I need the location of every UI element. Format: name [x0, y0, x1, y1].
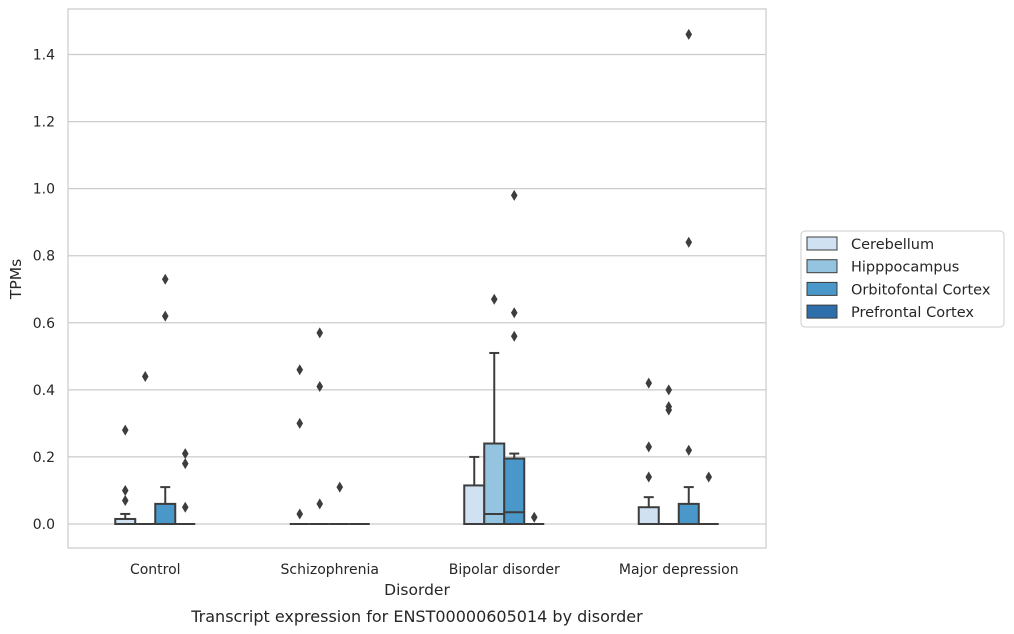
y-tick-label: 0.4 — [33, 383, 55, 399]
outlier-point — [510, 330, 518, 342]
legend-swatch — [806, 281, 838, 296]
outlier-point — [705, 471, 713, 483]
x-tick-labels: Control Schizophrenia Bipolar disorder Majo… — [130, 562, 739, 578]
outlier-point — [530, 511, 538, 523]
legend-swatch — [806, 259, 838, 274]
legend-label: Orbitofontal Cortex — [851, 282, 991, 298]
box-hipppocampus — [483, 293, 506, 525]
y-axis-label: TPMs — [7, 259, 25, 300]
outlier-point — [181, 458, 189, 470]
box-orbitofontal-cortex — [329, 481, 350, 525]
outlier-point — [645, 441, 653, 453]
outlier-point — [141, 370, 149, 382]
outlier-point — [121, 424, 129, 436]
box-cerebellum — [637, 377, 660, 526]
legend: Cerebellum Hipppocampus Orbitofontal Corte… — [800, 230, 1005, 328]
y-tick-label: 0.0 — [33, 517, 55, 533]
x-tick-label: Major depression — [619, 562, 739, 578]
box-body — [503, 457, 526, 525]
plot-frame — [67, 8, 767, 549]
outlier-point — [121, 495, 129, 507]
box-hipppocampus — [658, 384, 679, 525]
box-cerebellum — [463, 455, 486, 525]
outlier-point — [490, 293, 498, 305]
legend-swatch — [806, 236, 838, 251]
y-tick-label: 0.2 — [33, 450, 55, 466]
y-tick-label: 1.0 — [33, 182, 55, 198]
box-orbitofontal-cortex — [503, 189, 526, 525]
outlier-point — [296, 417, 304, 429]
outlier-point — [316, 498, 324, 510]
outlier-point — [685, 28, 693, 40]
y-tick-labels: 0.0 0.2 0.4 0.6 0.8 1.0 1.2 1.4 — [33, 48, 55, 534]
box-cerebellum — [114, 424, 137, 526]
box-prefrontal-cortex — [175, 448, 196, 525]
outlier-point — [645, 377, 653, 389]
box-hipppocampus — [135, 370, 156, 525]
y-tick-label: 1.2 — [33, 115, 55, 131]
legend-label: Prefrontal Cortex — [851, 305, 974, 321]
chart-caption: Transcript expression for ENST0000060501… — [190, 607, 643, 626]
outlier-point — [296, 508, 304, 520]
outlier-point — [181, 448, 189, 460]
box-prefrontal-cortex — [524, 511, 545, 525]
outlier-point — [685, 444, 693, 456]
box-hipppocampus — [309, 327, 330, 525]
outlier-point — [336, 481, 344, 493]
outlier-point — [685, 236, 693, 248]
box-plot-series — [114, 28, 719, 526]
outlier-point — [645, 471, 653, 483]
x-tick-label: Control — [130, 562, 181, 578]
y-tick-label: 1.4 — [33, 48, 55, 64]
legend-swatch — [806, 304, 838, 319]
box-body — [483, 442, 506, 525]
outlier-point — [296, 364, 304, 376]
box-body — [637, 506, 660, 526]
x-tick-label: Bipolar disorder — [449, 562, 560, 578]
outlier-point — [316, 327, 324, 339]
x-tick-label: Schizophrenia — [281, 562, 379, 578]
box-body — [677, 502, 700, 525]
legend-label: Hipppocampus — [851, 260, 959, 276]
box-prefrontal-cortex — [698, 471, 719, 525]
box-orbitofontal-cortex — [677, 28, 700, 525]
outlier-point — [510, 307, 518, 319]
outlier-point — [665, 384, 673, 396]
outlier-point — [665, 404, 673, 416]
outlier-point — [181, 501, 189, 513]
x-axis-label: Disorder — [384, 581, 450, 599]
y-tick-label: 0.8 — [33, 249, 55, 265]
outlier-point — [121, 484, 129, 496]
outlier-point — [510, 189, 518, 201]
legend-label: Cerebellum — [851, 237, 934, 253]
y-tick-label: 0.6 — [33, 316, 55, 332]
box-cerebellum — [289, 364, 310, 525]
grid-lines — [68, 53, 766, 525]
box-body — [154, 502, 177, 525]
outlier-point — [161, 273, 169, 285]
legend-frame — [800, 230, 1005, 328]
box-body — [463, 484, 486, 525]
box-orbitofontal-cortex — [154, 273, 177, 525]
outlier-point — [316, 381, 324, 393]
outlier-point — [161, 310, 169, 322]
